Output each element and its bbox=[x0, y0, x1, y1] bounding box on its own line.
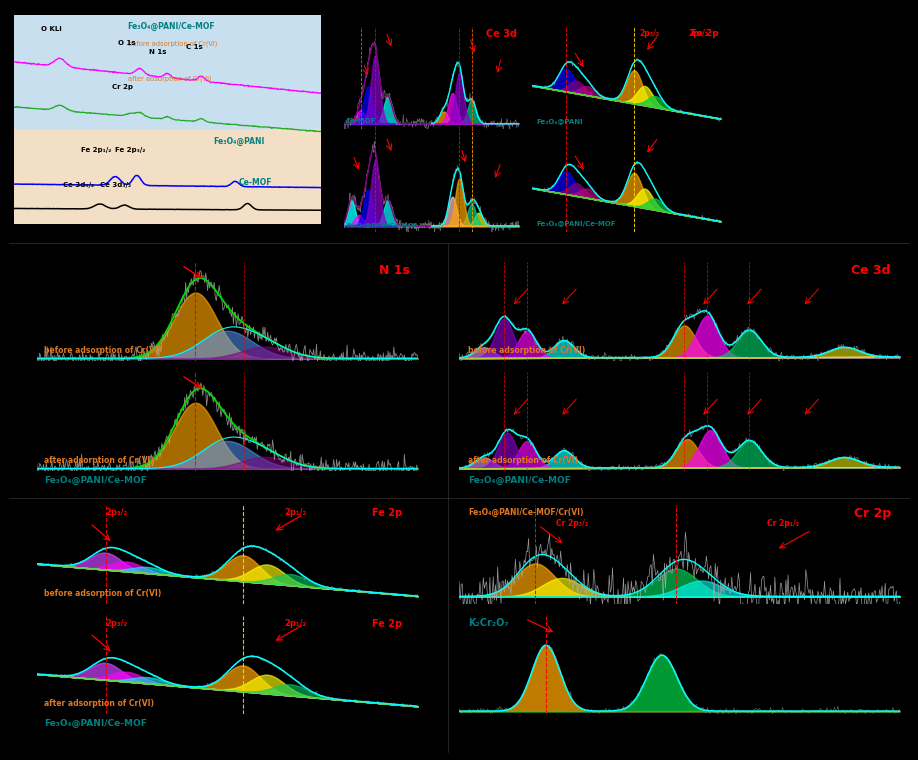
Text: Fe₃O₄@PANI/Ce-MOF: Fe₃O₄@PANI/Ce-MOF bbox=[468, 476, 571, 486]
Text: Fe₃O₄@PANI/Ce-MOF: Fe₃O₄@PANI/Ce-MOF bbox=[44, 719, 147, 729]
Text: Fe 2p: Fe 2p bbox=[691, 29, 719, 38]
Text: Fe 2p: Fe 2p bbox=[372, 619, 402, 629]
Text: Cr 2p₁/₂: Cr 2p₁/₂ bbox=[767, 519, 800, 528]
Text: Fe₃O₄@PANI: Fe₃O₄@PANI bbox=[536, 118, 583, 124]
Text: K₂Cr₂O₇: K₂Cr₂O₇ bbox=[468, 618, 509, 628]
Text: N 1s: N 1s bbox=[149, 49, 166, 55]
Text: before adsorption of Cr(VI): before adsorption of Cr(VI) bbox=[44, 346, 162, 355]
Text: 2p₃/₂: 2p₃/₂ bbox=[639, 29, 659, 38]
Text: Fe₃O₄@PANI: Fe₃O₄@PANI bbox=[214, 137, 265, 146]
Text: C 1s: C 1s bbox=[186, 45, 203, 50]
Text: Ce 3d: Ce 3d bbox=[486, 29, 517, 39]
Text: Fe₃O₄@PANI/Ce-MOF: Fe₃O₄@PANI/Ce-MOF bbox=[44, 476, 147, 486]
Text: before adsorption of Cr(VI): before adsorption of Cr(VI) bbox=[468, 346, 585, 355]
Text: Fe₃O₄@PANI/Ce-MOF/Cr(VI): Fe₃O₄@PANI/Ce-MOF/Cr(VI) bbox=[468, 508, 583, 517]
Text: before adsorption of Cr(VI): before adsorption of Cr(VI) bbox=[44, 589, 162, 598]
Text: Fe 2p₃/₂: Fe 2p₃/₂ bbox=[116, 147, 146, 153]
Text: 2p₁/₂: 2p₁/₂ bbox=[688, 29, 708, 38]
Text: Cr 2p: Cr 2p bbox=[854, 508, 890, 521]
Text: O KLi: O KLi bbox=[41, 26, 62, 32]
Text: before adsorption of Cr(VI): before adsorption of Cr(VI) bbox=[128, 40, 217, 47]
Text: after adsorption of Cr(VI): after adsorption of Cr(VI) bbox=[44, 699, 154, 708]
Text: Ce 3d₃/₂: Ce 3d₃/₂ bbox=[100, 182, 131, 188]
Text: 2p₃/₂: 2p₃/₂ bbox=[106, 619, 128, 628]
Bar bbox=[14, 15, 321, 128]
Text: Ce-MOF: Ce-MOF bbox=[346, 118, 376, 124]
Text: Fe 2p: Fe 2p bbox=[372, 508, 402, 518]
Text: Ce 3d₅/₂: Ce 3d₅/₂ bbox=[63, 182, 95, 188]
Text: Ce 3d: Ce 3d bbox=[851, 264, 890, 277]
Text: N 1s: N 1s bbox=[379, 264, 410, 277]
Text: after adsorption of Cr(VI): after adsorption of Cr(VI) bbox=[128, 76, 211, 82]
Text: Fe₃O₄@PANI/Ce-MOF: Fe₃O₄@PANI/Ce-MOF bbox=[128, 21, 215, 30]
Text: 2p₁/₂: 2p₁/₂ bbox=[285, 619, 307, 628]
Text: Fe 2p₁/₂: Fe 2p₁/₂ bbox=[82, 147, 112, 153]
Text: 2p₁/₂: 2p₁/₂ bbox=[285, 508, 307, 518]
Text: Cr 2p: Cr 2p bbox=[112, 84, 133, 90]
Text: Fe₃O₄@PANI/Ce-MOF: Fe₃O₄@PANI/Ce-MOF bbox=[536, 220, 616, 226]
Text: 2p₃/₂: 2p₃/₂ bbox=[106, 508, 128, 518]
Text: Fe₃O₄@PANI/Ce-MOF: Fe₃O₄@PANI/Ce-MOF bbox=[346, 222, 418, 226]
Bar bbox=[14, 128, 321, 224]
Text: after adsorption of Cr(VI): after adsorption of Cr(VI) bbox=[468, 456, 577, 465]
Text: Cr 2p₃/₂: Cr 2p₃/₂ bbox=[556, 519, 588, 528]
Text: after adsorption of Cr(VI): after adsorption of Cr(VI) bbox=[44, 456, 154, 465]
Text: O 1s: O 1s bbox=[118, 40, 136, 46]
Text: Ce-MOF: Ce-MOF bbox=[239, 179, 272, 187]
